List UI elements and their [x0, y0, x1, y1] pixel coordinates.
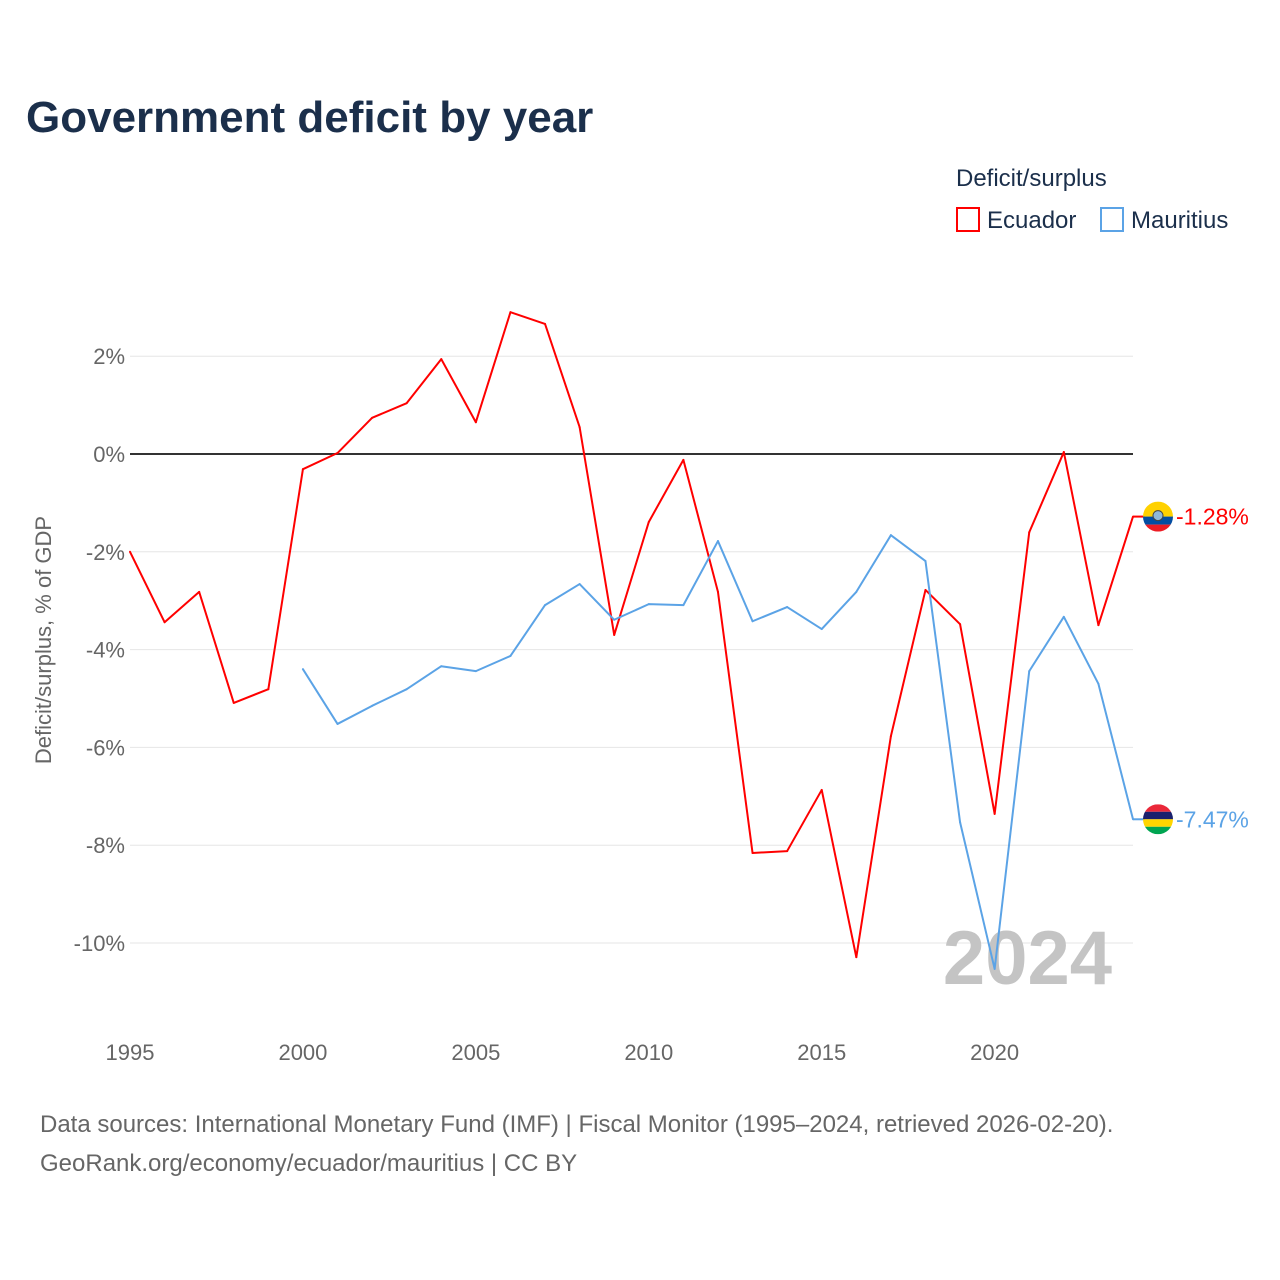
x-tick-label: 2015	[797, 1040, 846, 1065]
data-point-ecuador	[371, 416, 374, 419]
y-tick-label: -2%	[86, 540, 125, 565]
x-tick-label: 2010	[624, 1040, 673, 1065]
legend-item-ecuador[interactable]: Ecuador	[956, 207, 1076, 234]
data-point-mauritius	[647, 603, 650, 606]
data-point-ecuador	[786, 850, 789, 853]
data-point-mauritius	[301, 668, 304, 671]
data-point-ecuador	[544, 322, 547, 325]
legend: Ecuador Mauritius	[956, 207, 1228, 234]
data-point-mauritius	[1097, 682, 1100, 685]
data-point-ecuador	[129, 550, 131, 553]
data-point-ecuador	[405, 402, 408, 405]
data-point-ecuador	[889, 735, 892, 738]
x-tick-label: 2005	[451, 1040, 500, 1065]
series-lines: -1.28% -7.47%	[129, 311, 1249, 970]
y-tick-label: -8%	[86, 833, 125, 858]
data-point-mauritius	[959, 821, 962, 824]
data-point-ecuador	[1028, 531, 1031, 534]
data-point-ecuador	[267, 688, 270, 691]
data-point-mauritius	[889, 534, 892, 537]
data-point-ecuador	[993, 812, 996, 815]
year-watermark: 2024	[943, 916, 1112, 1001]
data-point-mauritius	[924, 560, 927, 563]
data-point-mauritius	[786, 606, 789, 609]
data-point-ecuador	[232, 701, 235, 704]
x-axis: 1995 2000 2005 2010 2015 2020	[106, 1040, 1020, 1065]
end-label-ecuador: -1.28%	[1176, 504, 1249, 530]
data-point-mauritius	[820, 628, 823, 631]
y-tick-label: 0%	[93, 442, 125, 467]
x-tick-label: 1995	[106, 1040, 155, 1065]
data-point-mauritius	[509, 654, 512, 657]
data-point-ecuador	[440, 358, 443, 361]
legend-title: Deficit/surplus	[956, 165, 1107, 192]
y-tick-label: -6%	[86, 735, 125, 760]
footer-sources: Data sources: International Monetary Fun…	[40, 1111, 1113, 1138]
data-point-mauritius	[1062, 615, 1065, 618]
data-point-ecuador	[163, 621, 166, 624]
data-point-ecuador	[578, 426, 581, 429]
y-axis-label: Deficit/surplus, % of GDP	[31, 516, 56, 764]
data-point-mauritius	[855, 590, 858, 593]
data-point-ecuador	[820, 788, 823, 791]
x-tick-label: 2000	[278, 1040, 327, 1065]
flag-icon-mauritius	[1143, 804, 1173, 835]
data-point-ecuador	[509, 311, 512, 314]
end-label-mauritius: -7.47%	[1176, 806, 1249, 832]
data-point-mauritius	[371, 704, 374, 707]
y-tick-label: 2%	[93, 344, 125, 369]
data-point-ecuador	[924, 588, 927, 591]
data-point-ecuador	[959, 623, 962, 626]
data-point-ecuador	[336, 452, 339, 455]
data-point-ecuador	[474, 421, 477, 424]
data-point-ecuador	[682, 458, 685, 461]
data-point-mauritius	[682, 604, 685, 607]
data-point-ecuador	[751, 852, 754, 855]
legend-item-mauritius[interactable]: Mauritius	[1100, 207, 1228, 234]
y-tick-label: -4%	[86, 638, 125, 663]
series-line-ecuador	[129, 311, 1134, 959]
data-point-ecuador	[855, 956, 858, 959]
data-point-mauritius	[336, 722, 339, 725]
data-point-mauritius	[613, 618, 616, 621]
series-line-mauritius	[302, 534, 1134, 970]
data-point-ecuador	[613, 633, 616, 636]
chart-title: Government deficit by year	[26, 93, 593, 142]
data-point-mauritius	[716, 540, 719, 543]
legend-swatch	[1100, 207, 1124, 232]
data-point-mauritius	[1028, 670, 1031, 673]
footer-link[interactable]: GeoRank.org/economy/ecuador/mauritius | …	[40, 1150, 577, 1177]
data-point-ecuador	[198, 590, 201, 593]
y-tick-label: -10%	[74, 931, 125, 956]
x-tick-label: 2020	[970, 1040, 1019, 1065]
legend-swatch	[956, 207, 980, 232]
legend-label: Mauritius	[1131, 207, 1228, 234]
y-axis: 2% 0% -2% -4% -6% -8% -10%	[74, 344, 125, 956]
gridlines	[130, 355, 1133, 944]
data-point-mauritius	[544, 604, 547, 607]
data-point-ecuador	[647, 520, 650, 523]
flag-icon-ecuador	[1143, 501, 1173, 532]
data-point-mauritius	[474, 670, 477, 673]
data-point-mauritius	[751, 620, 754, 623]
data-point-ecuador	[716, 590, 719, 593]
data-point-mauritius	[578, 583, 581, 586]
data-point-ecuador	[301, 468, 304, 471]
data-point-ecuador	[1062, 451, 1065, 454]
legend-label: Ecuador	[987, 207, 1076, 234]
data-point-ecuador	[1097, 624, 1100, 627]
data-point-mauritius	[405, 688, 408, 691]
data-point-mauritius	[440, 665, 443, 668]
data-point-mauritius	[993, 967, 996, 970]
